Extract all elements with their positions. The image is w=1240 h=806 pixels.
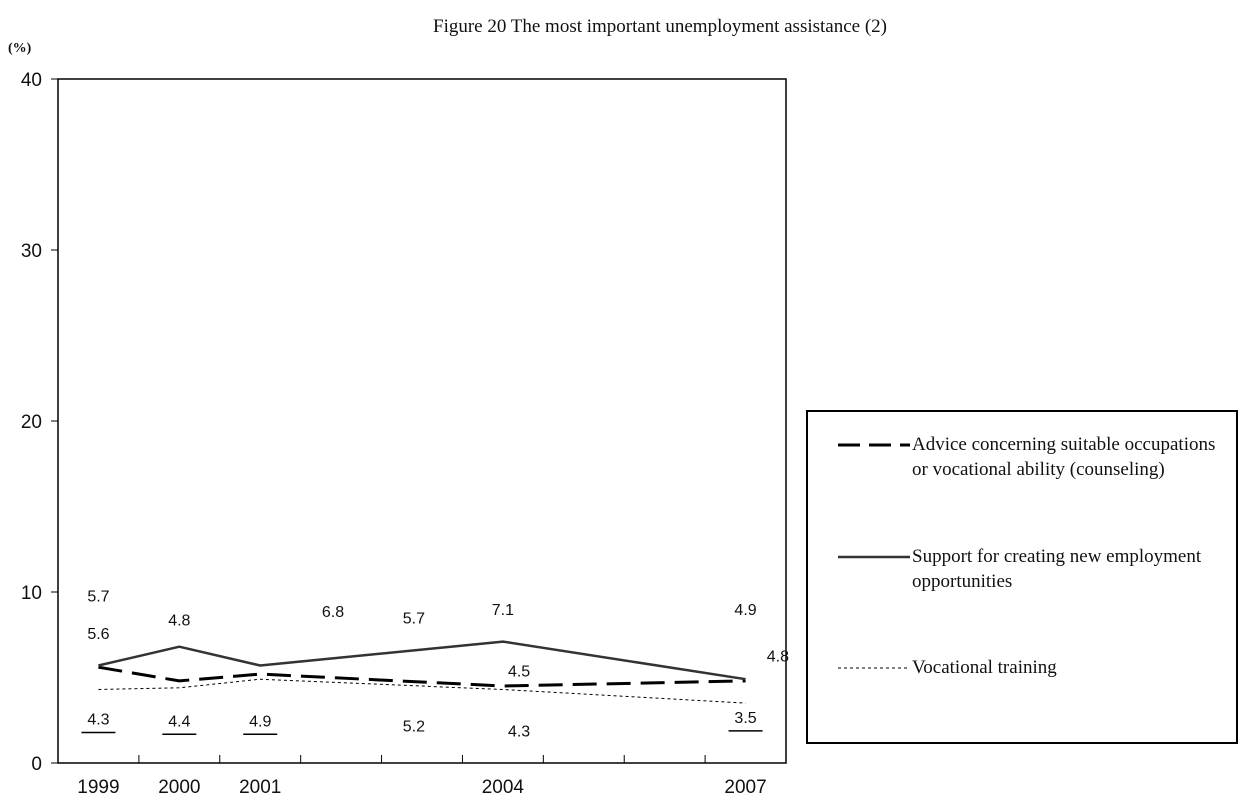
data-label: 5.6 — [87, 626, 109, 643]
legend-label-counseling: Advice concerning suitable occupations o… — [912, 434, 1216, 480]
y-axis: 0 10 20 30 40 — [21, 70, 58, 775]
x-tick-label-1999: 1999 — [77, 777, 119, 798]
chart-title: Figure 20 The most important unemploymen… — [433, 16, 887, 37]
y-tick-label-20: 20 — [21, 412, 42, 433]
data-label: 6.8 — [322, 604, 344, 621]
data-labels-layer: 5.7 5.6 4.3 4.8 4.4 6.8 4.9 5.7 5.2 7.1 4.5 4.3 4.9 4… — [81, 588, 789, 741]
legend-label-vocational: Vocational training — [912, 657, 1057, 678]
data-label: 5.7 — [403, 611, 425, 628]
data-label: 4.8 — [767, 648, 789, 665]
data-label: 4.9 — [734, 602, 756, 619]
x-axis: 1999 2000 2001 2004 2007 — [57, 755, 787, 798]
data-label: 4.5 — [508, 664, 530, 681]
x-tick-label-2004: 2004 — [482, 777, 525, 798]
data-label: 7.1 — [492, 602, 514, 619]
legend-swatch-dashed — [838, 443, 910, 447]
legend-swatch-solid — [838, 555, 910, 559]
data-label: 5.2 — [403, 718, 425, 735]
series-layer — [98, 640, 746, 704]
data-label: 4.9 — [249, 713, 271, 730]
x-tick-label-2001: 2001 — [239, 777, 281, 798]
series-line-solid — [98, 640, 746, 681]
series-line-dotted — [98, 678, 746, 704]
series-line-dashed — [98, 665, 746, 688]
legend-label-employment: Support for creating new employment oppo… — [912, 546, 1202, 592]
data-label: 4.3 — [87, 712, 109, 729]
y-tick-label-30: 30 — [21, 241, 42, 262]
data-label: 4.4 — [168, 713, 190, 730]
data-label: 4.8 — [168, 612, 190, 629]
x-tick-label-2007: 2007 — [724, 777, 766, 798]
y-axis-unit-label: (%) — [8, 41, 32, 56]
legend: Advice concerning suitable occupations o… — [806, 410, 1238, 744]
x-tick-label-2000: 2000 — [158, 777, 200, 798]
y-tick-label-40: 40 — [21, 70, 42, 91]
y-tick-label-0: 0 — [31, 754, 42, 775]
data-label: 5.7 — [87, 588, 109, 605]
data-label: 4.3 — [508, 724, 530, 741]
legend-swatch-dotted — [838, 667, 910, 669]
data-label: 3.5 — [734, 710, 756, 727]
y-tick-label-10: 10 — [21, 583, 42, 604]
plot-area-frame — [57, 78, 787, 764]
